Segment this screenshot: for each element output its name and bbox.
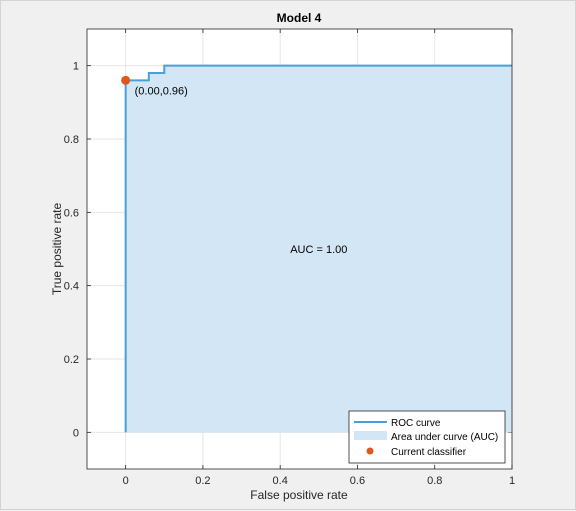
y-tick-label: 0.4 (64, 281, 79, 293)
x-tick-label: 0.6 (350, 475, 365, 487)
axes-box (86, 28, 513, 470)
y-tick-label: 0.6 (64, 207, 79, 219)
auc-text: AUC = 1.00 (290, 244, 347, 256)
current-classifier-label: (0.00,0.96) (135, 85, 188, 97)
auc-area (125, 65, 513, 433)
y-tick-label: 0 (73, 427, 79, 439)
y-tick-label: 0.2 (64, 354, 79, 366)
legend-area-swatch (354, 431, 387, 440)
x-tick-label: 0 (123, 475, 129, 487)
chart-title: Model 4 (277, 11, 322, 25)
y-tick-label: 1 (73, 61, 79, 73)
legend-area-label: Area under curve (AUC) (391, 432, 498, 443)
axis-ticks: 0 0.2 0.4 0.6 0.8 1 0 0.2 0.4 0.6 0.8 1 (64, 29, 515, 487)
legend: ROC curve Area under curve (AUC) Current… (348, 410, 506, 464)
x-axis-label: False positive rate (250, 488, 348, 502)
y-axis-label: True positive rate (50, 203, 64, 296)
legend-point-marker (366, 447, 374, 455)
y-tick-label: 0.8 (64, 134, 79, 146)
legend-point-label: Current classifier (391, 447, 467, 458)
x-tick-label: 0.2 (195, 475, 210, 487)
current-classifier-point[interactable] (121, 75, 131, 85)
legend-roc-label: ROC curve (391, 418, 441, 429)
x-tick-label: 0.4 (273, 475, 288, 487)
x-tick-label: 1 (509, 475, 515, 487)
x-tick-label: 0.8 (427, 475, 442, 487)
